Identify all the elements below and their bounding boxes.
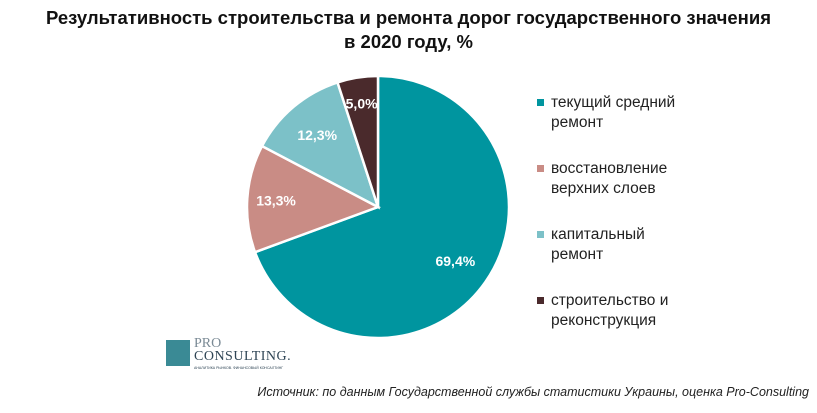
legend-swatch — [537, 297, 544, 304]
data-label: 69,4% — [435, 253, 475, 269]
logo-text: PRO — [194, 336, 222, 351]
data-label: 12,3% — [297, 127, 337, 143]
chart-title: Результативность строительства и ремонта… — [0, 6, 817, 54]
legend-label: реконструкция — [551, 312, 657, 329]
legend-label: восстановление — [551, 160, 668, 177]
legend: текущий средний ремонт восстановление верх… — [537, 93, 675, 357]
logo-text: CONSULTING. — [194, 349, 292, 364]
legend-swatch — [537, 231, 544, 238]
logo-tagline: АНАЛИТИКА РЫНКОВ. ФИНАНСОВЫЙ КОНСАЛТИНГ — [194, 366, 284, 370]
legend-swatch — [537, 99, 544, 106]
legend-label: ремонт — [551, 114, 604, 131]
pie-slice — [335, 74, 380, 208]
pro-consulting-logo: PRO CONSULTING. АНАЛИТИКА РЫНКОВ. ФИНАНС… — [166, 336, 291, 372]
legend-label: строительство и — [551, 292, 669, 309]
legend-label: капитальный — [551, 226, 645, 243]
legend-item: капитальный ремонт — [537, 225, 675, 291]
legend-swatch — [537, 165, 544, 172]
legend-label: текущий средний — [551, 94, 676, 111]
legend-label: верхних слоев — [551, 180, 656, 197]
legend-item: восстановление верхних слоев — [537, 159, 675, 225]
chart-title-line-1: Результативность строительства и ремонта… — [45, 7, 771, 28]
legend-item: строительство и реконструкция — [537, 291, 675, 357]
pie-slice — [245, 144, 382, 254]
pie-slice — [253, 74, 511, 340]
horse-logo-icon — [166, 340, 190, 366]
pie-slice — [260, 80, 381, 210]
legend-label: ремонт — [551, 246, 604, 263]
legend-item: текущий средний ремонт — [537, 93, 675, 159]
data-label: 13,3% — [256, 192, 296, 208]
chart-title-line-2: в 2020 году, % — [344, 31, 473, 52]
source-note: Источник: по данным Государственной служ… — [257, 385, 809, 399]
data-label: 5,0% — [346, 95, 378, 111]
